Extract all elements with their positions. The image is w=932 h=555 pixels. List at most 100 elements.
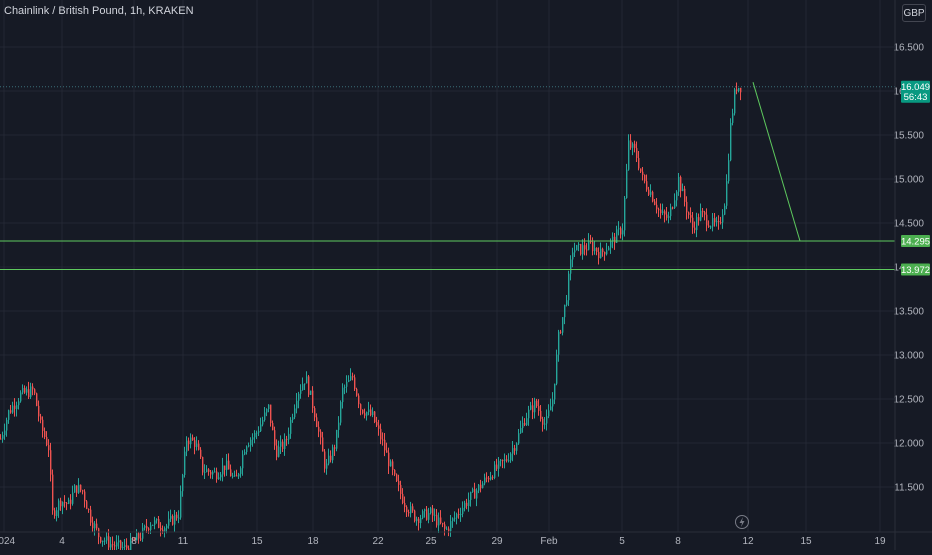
candle-body [416, 518, 418, 522]
candle-body [14, 405, 16, 409]
candle-body [450, 521, 452, 532]
candle-body [244, 452, 246, 455]
y-tick-label: 14.500 [893, 219, 924, 230]
candle-body [550, 406, 552, 411]
candle-body [112, 544, 114, 546]
candle-body [120, 540, 122, 548]
candle-body [176, 514, 178, 519]
candle-body [264, 412, 266, 421]
candle-body [708, 225, 710, 227]
candle-body [232, 475, 234, 477]
candle-body [500, 459, 502, 461]
candle-body [58, 500, 60, 511]
candle-body [718, 221, 720, 223]
candle-body [412, 506, 414, 511]
candle-body [574, 250, 576, 253]
candle-body [280, 441, 282, 447]
candle-body [692, 217, 694, 228]
candle-body [222, 465, 224, 475]
candle-body [292, 417, 294, 420]
candle-body [256, 432, 258, 434]
candle-body [152, 524, 154, 526]
candle-body [144, 526, 146, 528]
y-tick-label: 16.500 [893, 43, 924, 54]
y-tick-label: 11.500 [894, 483, 924, 494]
candle-body [362, 409, 364, 414]
candle-body [396, 474, 398, 482]
candle-body [604, 252, 606, 255]
candle-body [108, 536, 110, 548]
candle-body [316, 417, 318, 427]
candle-body [610, 240, 612, 248]
candle-body [368, 409, 370, 413]
candle-body [30, 386, 32, 398]
candle-body [168, 518, 170, 526]
candle-body [466, 502, 468, 506]
candle-body [668, 216, 670, 218]
candle-body [448, 528, 450, 532]
candle-body [728, 160, 730, 182]
candle-body [522, 422, 524, 429]
candle-body [532, 405, 534, 413]
candle-body [246, 446, 248, 453]
candle-body [174, 514, 176, 525]
candle-body [598, 251, 600, 259]
candle-body [556, 354, 558, 384]
candle-body [284, 438, 286, 449]
candle-body [528, 409, 530, 419]
candle-body [426, 509, 428, 520]
lightning-icon-circle [735, 515, 749, 529]
candle-body [418, 518, 420, 524]
candle-body [370, 409, 372, 416]
candle-body [570, 259, 572, 274]
candle-body [160, 527, 162, 530]
candle-body [26, 389, 28, 393]
candle-body [478, 484, 480, 491]
candle-body [626, 169, 628, 198]
candle-body [230, 469, 232, 477]
candle-body [616, 229, 618, 243]
candle-body [330, 455, 332, 461]
candle-body [334, 447, 336, 449]
y-tick-label: 13.500 [893, 307, 924, 318]
candle-body [578, 244, 580, 246]
candle-body [86, 501, 88, 510]
candle-body [496, 464, 498, 469]
currency-button[interactable]: GBP [902, 4, 926, 22]
candle-body [562, 317, 564, 333]
candle-body [104, 540, 106, 542]
countdown-label: 56:43 [904, 92, 928, 103]
candle-body [84, 491, 86, 502]
candle-body [336, 429, 338, 449]
candle-body [254, 432, 256, 438]
candle-body [546, 416, 548, 424]
candle-body [180, 491, 182, 518]
candle-body [98, 528, 100, 538]
candle-body [48, 445, 50, 451]
candle-body [398, 481, 400, 485]
x-tick-label: 25 [425, 536, 437, 547]
candle-body [250, 439, 252, 446]
candle-body [422, 511, 424, 519]
candle-body [90, 509, 92, 523]
candle-body [552, 399, 554, 407]
candle-body [542, 418, 544, 425]
candle-body [594, 247, 596, 252]
candle-body [62, 502, 64, 507]
candle-body [720, 222, 722, 224]
candle-body [414, 510, 416, 522]
candle-body [204, 471, 206, 473]
candle-body [492, 476, 494, 478]
candle-body [16, 405, 18, 409]
candle-body [526, 418, 528, 426]
candle-body [402, 493, 404, 503]
candle-body [722, 214, 724, 223]
candle-body [94, 523, 96, 529]
candle-body [352, 376, 354, 378]
candles [0, 82, 742, 555]
candle-body [288, 433, 290, 440]
candle-body [690, 215, 692, 218]
